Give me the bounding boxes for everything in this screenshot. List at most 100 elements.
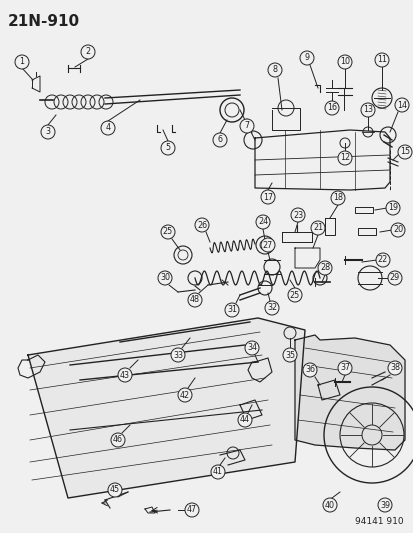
Text: 34: 34 [247,343,256,352]
Circle shape [317,261,331,275]
Circle shape [337,151,351,165]
Circle shape [101,121,115,135]
Circle shape [260,190,274,204]
Circle shape [178,388,192,402]
Text: 10: 10 [339,58,349,67]
Circle shape [161,225,175,239]
Circle shape [387,271,401,285]
Text: 13: 13 [362,106,372,115]
Text: 48: 48 [190,295,199,304]
Text: 25: 25 [162,228,173,237]
Circle shape [188,293,202,307]
Text: 2: 2 [85,47,90,56]
Text: 32: 32 [266,303,276,312]
Circle shape [15,55,29,69]
Circle shape [195,218,209,232]
Text: 21N-910: 21N-910 [8,14,80,29]
Text: 39: 39 [379,500,389,510]
Circle shape [237,413,252,427]
Text: 45: 45 [110,486,120,495]
Text: 11: 11 [376,55,386,64]
Bar [354,207,372,213]
Text: 37: 37 [339,364,349,373]
Circle shape [118,368,132,382]
Text: 20: 20 [392,225,402,235]
Text: 43: 43 [120,370,130,379]
Polygon shape [294,335,404,450]
Text: 26: 26 [197,221,206,230]
Text: 7: 7 [244,122,249,131]
Circle shape [260,238,274,252]
Text: 18: 18 [332,193,342,203]
Circle shape [81,45,95,59]
Circle shape [244,341,259,355]
Circle shape [267,63,281,77]
Circle shape [171,348,185,362]
Text: 6: 6 [217,135,222,144]
Text: 40: 40 [324,500,334,510]
Text: 30: 30 [159,273,170,282]
Circle shape [211,465,224,479]
Text: 9: 9 [304,53,309,62]
Bar [357,228,375,235]
Circle shape [161,141,175,155]
Circle shape [224,303,238,317]
Circle shape [287,288,301,302]
Text: 47: 47 [187,505,197,514]
Circle shape [387,361,401,375]
Circle shape [337,55,351,69]
Text: 1: 1 [19,58,24,67]
Circle shape [299,51,313,65]
Polygon shape [28,318,304,498]
Text: 25: 25 [289,290,299,300]
Text: 31: 31 [226,305,236,314]
Text: 42: 42 [180,391,190,400]
Circle shape [394,98,408,112]
Circle shape [290,208,304,222]
Circle shape [377,498,391,512]
Text: 24: 24 [257,217,267,227]
Text: 94141 910: 94141 910 [354,517,403,526]
Circle shape [374,53,388,67]
Circle shape [390,223,404,237]
Text: 17: 17 [262,192,273,201]
Text: 33: 33 [173,351,183,359]
Circle shape [255,215,269,229]
Circle shape [302,363,316,377]
Circle shape [330,191,344,205]
Text: 15: 15 [399,148,409,157]
Text: 23: 23 [292,211,302,220]
Circle shape [375,253,389,267]
Text: 3: 3 [45,127,50,136]
Circle shape [397,145,411,159]
Text: 14: 14 [396,101,406,109]
Text: 36: 36 [304,366,314,375]
Text: 22: 22 [377,255,387,264]
Circle shape [282,348,296,362]
Text: 5: 5 [165,143,170,152]
Circle shape [310,221,324,235]
Circle shape [41,125,55,139]
Text: 12: 12 [339,154,349,163]
Text: 29: 29 [389,273,399,282]
Circle shape [360,103,374,117]
Text: 16: 16 [326,103,336,112]
Circle shape [240,119,254,133]
Text: 21: 21 [312,223,322,232]
Circle shape [385,201,399,215]
Text: 46: 46 [113,435,123,445]
Text: 44: 44 [240,416,249,424]
Text: 4: 4 [105,124,110,133]
Text: 35: 35 [284,351,294,359]
Text: 27: 27 [262,240,273,249]
Text: 41: 41 [212,467,223,477]
Text: 28: 28 [319,263,329,272]
Circle shape [322,498,336,512]
Circle shape [264,301,278,315]
Text: 8: 8 [272,66,277,75]
Circle shape [158,271,171,285]
Text: 38: 38 [389,364,399,373]
Circle shape [212,133,226,147]
Circle shape [108,483,122,497]
Circle shape [185,503,199,517]
